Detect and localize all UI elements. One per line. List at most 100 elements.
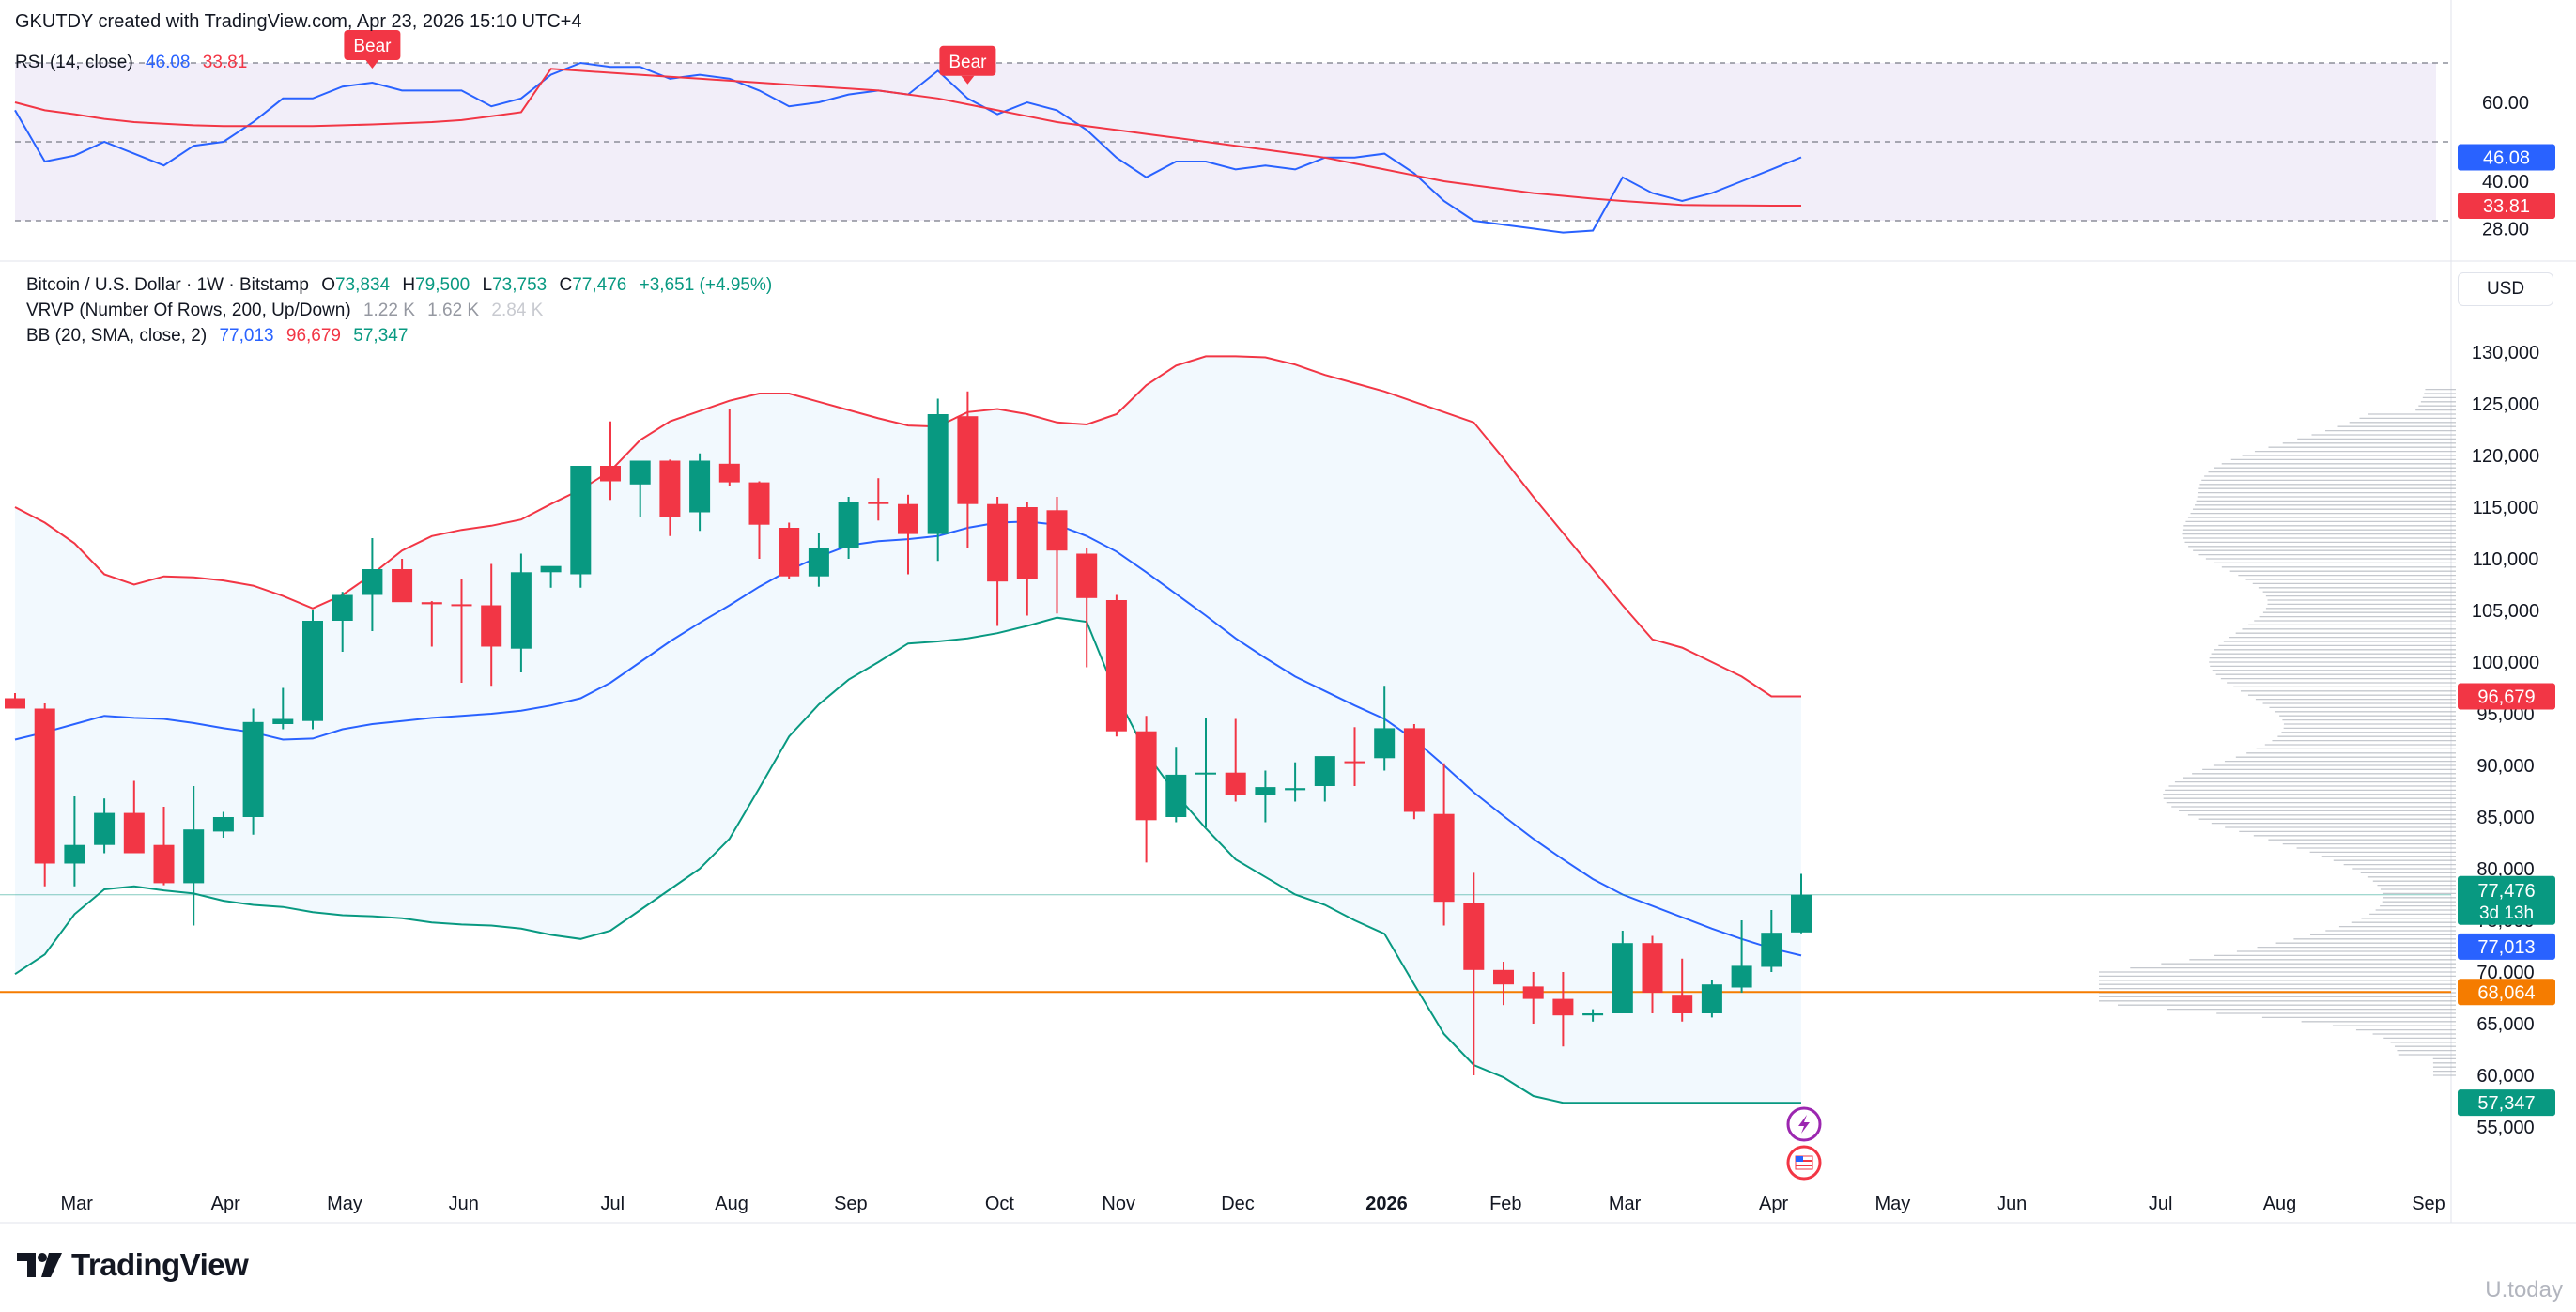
candle[interactable] — [927, 398, 949, 562]
candle[interactable] — [1612, 931, 1633, 1013]
candle[interactable] — [510, 553, 532, 673]
time-axis-tick: Aug — [2263, 1194, 2297, 1214]
close-value: 77,476 — [572, 275, 627, 295]
utoday-watermark: U.today — [2485, 1277, 2563, 1303]
candle[interactable] — [540, 565, 562, 588]
candle[interactable] — [1285, 762, 1306, 802]
candle[interactable] — [212, 811, 234, 839]
candle[interactable] — [1016, 502, 1038, 616]
price-axis-tick: 90,000 — [2476, 756, 2534, 777]
candle[interactable] — [1046, 497, 1068, 614]
candle[interactable] — [1225, 718, 1246, 802]
candle[interactable] — [1135, 716, 1157, 863]
time-axis-tick: May — [327, 1194, 362, 1214]
candle[interactable] — [1403, 724, 1425, 820]
candle[interactable] — [868, 478, 889, 521]
candle[interactable] — [451, 579, 472, 683]
candle[interactable] — [1255, 770, 1276, 823]
event-us-flag-icon[interactable] — [1786, 1145, 1822, 1181]
candle[interactable] — [689, 453, 711, 532]
bb-lower-value: 57,347 — [353, 326, 409, 346]
candle[interactable] — [481, 563, 502, 687]
candle[interactable] — [153, 807, 175, 886]
bear-divergence-label: Bear — [939, 45, 996, 85]
candle[interactable] — [570, 466, 592, 588]
candle[interactable] — [1165, 747, 1187, 823]
candle[interactable] — [1076, 548, 1098, 668]
price-axis-tick: 115,000 — [2473, 498, 2539, 518]
event-lightning-icon[interactable] — [1786, 1106, 1822, 1142]
candle[interactable] — [1672, 958, 1693, 1022]
vrvp-down-volume: 1.62 K — [427, 301, 480, 320]
candle[interactable] — [392, 559, 413, 603]
time-axis-tick: Sep — [834, 1194, 868, 1214]
candle[interactable] — [1493, 962, 1514, 1006]
candle[interactable] — [898, 494, 918, 575]
candle[interactable] — [1105, 594, 1127, 737]
candle[interactable] — [64, 796, 85, 887]
open-value: 73,834 — [334, 275, 391, 295]
candle[interactable] — [748, 481, 770, 560]
bb-fill — [15, 356, 1801, 1104]
high-value: 79,500 — [415, 275, 470, 295]
time-axis-tick: Mar — [1609, 1194, 1642, 1214]
bb-upper-line — [14, 355, 1801, 698]
candle[interactable] — [779, 522, 800, 580]
candle[interactable] — [5, 693, 25, 709]
candle[interactable] — [718, 409, 740, 487]
candle[interactable] — [272, 687, 294, 730]
candle[interactable] — [659, 459, 681, 536]
candle[interactable] — [34, 703, 55, 887]
candle[interactable] — [808, 533, 829, 587]
candle[interactable] — [1314, 756, 1335, 802]
candle[interactable] — [1731, 920, 1752, 993]
bb-legend: BB (20, SMA, close, 2) 77,013 96,679 57,… — [26, 326, 415, 347]
candle[interactable] — [302, 610, 323, 730]
price-axis-tick: 80,000 — [2476, 859, 2534, 880]
vrvp-legend-name: VRVP (Number Of Rows, 200, Up/Down) — [26, 301, 351, 320]
candle[interactable] — [332, 592, 353, 652]
candle[interactable] — [1195, 718, 1216, 827]
bear-label-text: Bear — [949, 53, 987, 72]
candle[interactable] — [838, 497, 859, 559]
candle[interactable] — [421, 601, 442, 647]
candle[interactable] — [1642, 935, 1663, 1014]
price-axis-tick: 125,000 — [2472, 394, 2539, 415]
candle[interactable] — [1582, 1009, 1604, 1022]
time-axis-tick: Feb — [1489, 1194, 1521, 1214]
candle[interactable] — [1522, 972, 1544, 1024]
candle[interactable] — [183, 786, 205, 926]
rsi-price-label-3381: 33.81 — [2458, 192, 2555, 219]
candle[interactable] — [123, 780, 145, 854]
candle[interactable] — [1761, 910, 1782, 972]
candle[interactable] — [1344, 727, 1365, 786]
candle[interactable] — [1552, 972, 1574, 1047]
candle[interactable] — [242, 708, 264, 835]
high-label: H — [402, 275, 416, 295]
candle[interactable] — [362, 538, 383, 631]
bb-legend-name: BB (20, SMA, close, 2) — [26, 326, 208, 346]
candles[interactable] — [5, 391, 1812, 1075]
candle[interactable] — [629, 460, 651, 518]
candle[interactable] — [94, 798, 116, 854]
currency-button[interactable]: USD — [2458, 272, 2553, 306]
candle[interactable] — [1701, 980, 1722, 1018]
time-axis-tick: Jul — [2149, 1194, 2173, 1214]
time-axis-tick: Apr — [1759, 1194, 1788, 1214]
symbol-name: Bitcoin / U.S. Dollar · 1W · Bitstamp — [26, 275, 309, 295]
tradingview-logo[interactable]: TradingView — [17, 1247, 249, 1283]
candle[interactable] — [987, 497, 1009, 626]
rsi-legend-name: RSI (14, close) — [15, 53, 133, 72]
price-label-68064: 68,064 — [2458, 979, 2555, 1006]
time-axis-tick: Jun — [449, 1194, 479, 1214]
price-axis-tick: 70,000 — [2476, 963, 2534, 983]
candle[interactable] — [600, 421, 621, 501]
bear-label-text: Bear — [353, 37, 392, 56]
candle[interactable] — [957, 391, 979, 548]
candle[interactable] — [1433, 763, 1455, 926]
candle[interactable] — [1374, 686, 1396, 771]
candle[interactable] — [1463, 872, 1485, 1075]
candle[interactable] — [1791, 873, 1812, 934]
